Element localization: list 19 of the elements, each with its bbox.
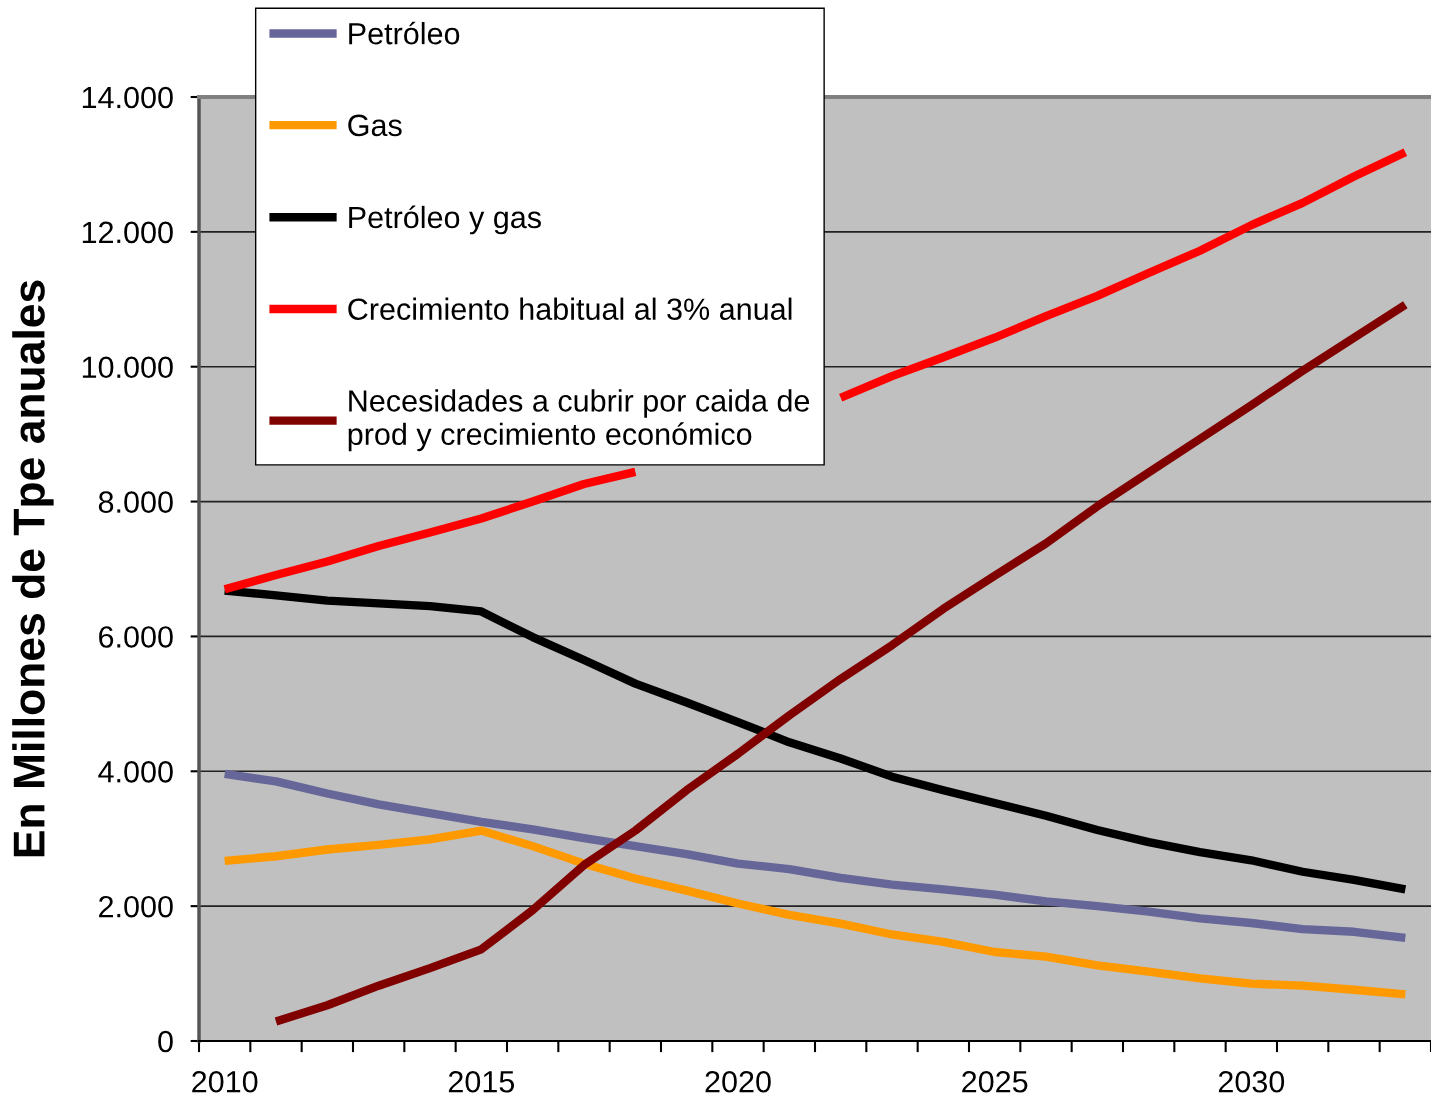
legend-label: Petróleo y gas [349,205,541,235]
x-tick-label: 2030 [1218,1070,1285,1093]
x-tick-label: 2015 [448,1070,515,1093]
y-tick-label: 2.000 [99,895,173,918]
y-tick-label: 14.000 [82,86,173,109]
y-tick-label: 12.000 [82,221,173,244]
y-tick-label: 4.000 [98,761,173,783]
legend-label: Necesidades a cubrir por caida de prod y crecimiento económico [348,389,810,452]
x-tick-label: 2010 [192,1070,258,1093]
y-tick-label: 6.000 [99,626,173,648]
x-tick-label: 2020 [705,1070,771,1093]
legend-label: Petróleo [349,21,460,45]
y-tick-label: 8.000 [98,491,173,513]
x-tick-label: 2025 [962,1070,1028,1093]
legend-label: Gas [348,114,402,137]
y-tick-label: 0 [158,1030,173,1053]
y-axis-title: En Millones de Tpe anuales [12,280,54,857]
y-tick-label: 10.000 [82,356,173,379]
legend-label: Crecimiento habitual al 3% anual [348,297,792,321]
